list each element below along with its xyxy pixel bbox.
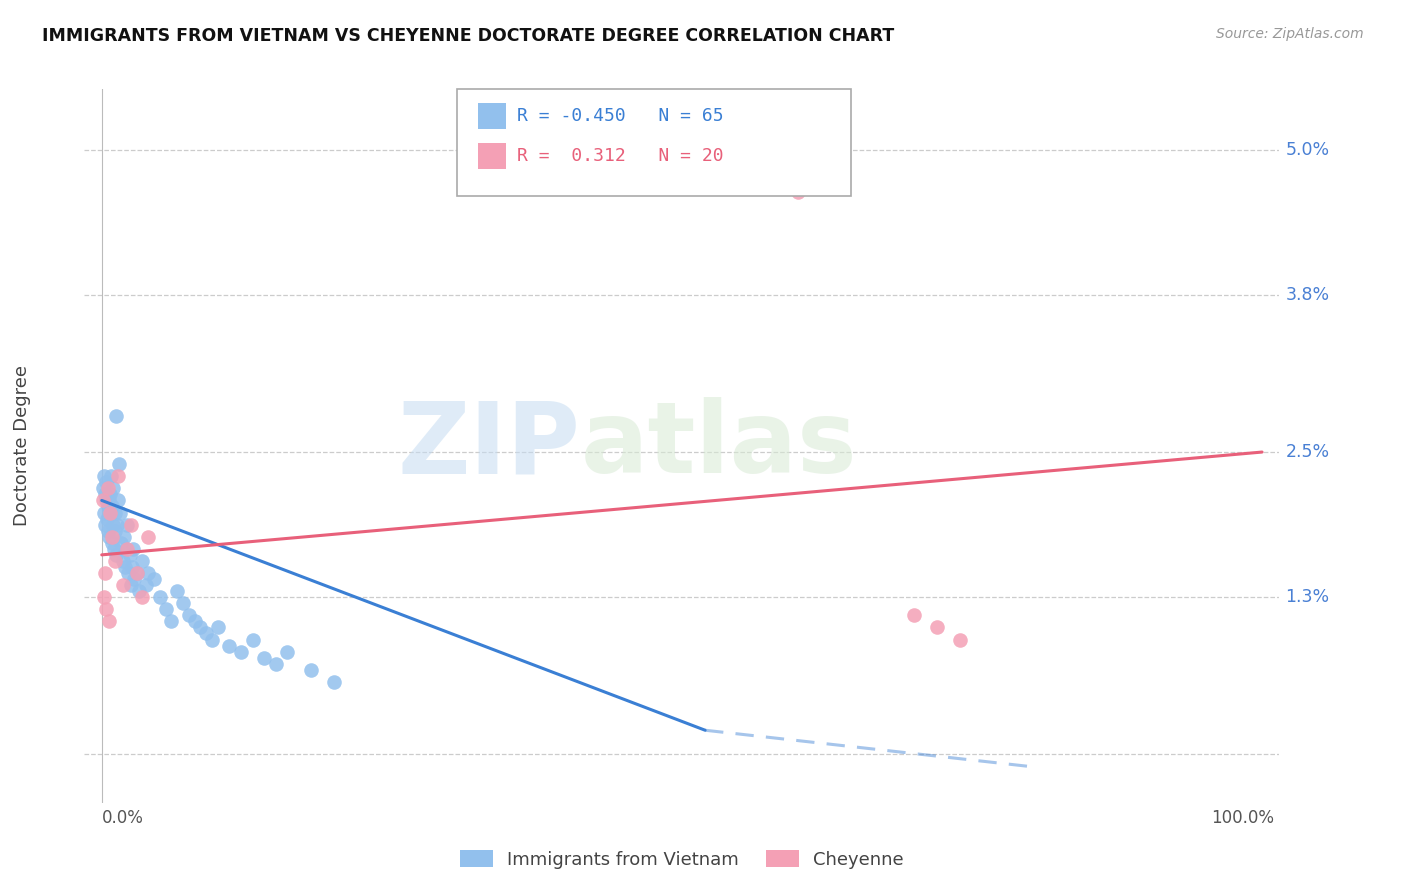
Point <box>96 511 118 525</box>
Point <box>110 535 132 549</box>
Point <box>108 457 131 471</box>
Point <box>96 602 118 616</box>
Point <box>103 524 125 538</box>
Point <box>97 481 120 495</box>
Point <box>97 615 120 629</box>
Point <box>190 620 212 634</box>
Point <box>120 517 142 532</box>
Point <box>125 566 148 580</box>
Point <box>94 517 117 532</box>
Point <box>100 487 122 501</box>
Point <box>101 517 124 532</box>
Point <box>149 590 172 604</box>
Point <box>93 487 115 501</box>
Text: IMMIGRANTS FROM VIETNAM VS CHEYENNE DOCTORATE DEGREE CORRELATION CHART: IMMIGRANTS FROM VIETNAM VS CHEYENNE DOCT… <box>42 27 894 45</box>
Text: R =  0.312   N = 20: R = 0.312 N = 20 <box>517 147 724 165</box>
Point <box>136 566 159 580</box>
Point <box>177 608 200 623</box>
Point <box>104 506 127 520</box>
Point <box>155 602 177 616</box>
Point <box>100 535 122 549</box>
Point <box>276 645 298 659</box>
Point <box>91 481 114 495</box>
Point <box>101 500 124 514</box>
Point <box>242 632 264 647</box>
Point <box>93 506 115 520</box>
Point <box>101 530 124 544</box>
Point <box>117 517 139 532</box>
Point <box>115 541 138 556</box>
Point <box>183 615 205 629</box>
Point <box>128 584 150 599</box>
Point <box>160 615 183 629</box>
Point <box>103 554 125 568</box>
Point <box>94 566 117 580</box>
Point <box>903 608 925 623</box>
Point <box>93 590 115 604</box>
Point <box>107 469 129 483</box>
Point <box>103 541 125 556</box>
Point <box>98 506 121 520</box>
Point <box>131 590 153 604</box>
Point <box>100 469 122 483</box>
Point <box>131 554 153 568</box>
Text: Source: ZipAtlas.com: Source: ZipAtlas.com <box>1216 27 1364 41</box>
Point <box>787 185 810 199</box>
Point <box>98 530 121 544</box>
Point <box>121 560 143 574</box>
Text: 100.0%: 100.0% <box>1211 809 1274 827</box>
Point <box>103 481 125 495</box>
Point <box>94 493 117 508</box>
Point <box>195 626 218 640</box>
Point <box>97 493 120 508</box>
Text: ZIP: ZIP <box>398 398 581 494</box>
Point <box>97 524 120 538</box>
Point <box>91 493 114 508</box>
Text: atlas: atlas <box>581 398 856 494</box>
Text: 1.3%: 1.3% <box>1285 588 1330 607</box>
Text: 3.8%: 3.8% <box>1285 285 1330 304</box>
Point <box>107 493 129 508</box>
Text: R = -0.450   N = 65: R = -0.450 N = 65 <box>517 107 724 125</box>
Point <box>949 632 972 647</box>
Point <box>253 650 276 665</box>
Point <box>98 506 121 520</box>
Point <box>322 674 344 689</box>
Point <box>114 560 136 574</box>
Point <box>117 566 139 580</box>
Point <box>111 554 134 568</box>
Point <box>207 620 229 634</box>
Point <box>218 639 240 653</box>
Point <box>93 469 115 483</box>
Point <box>117 541 139 556</box>
Legend: Immigrants from Vietnam, Cheyenne: Immigrants from Vietnam, Cheyenne <box>453 843 911 876</box>
Point <box>927 620 949 634</box>
Point <box>122 572 145 586</box>
Point <box>172 596 194 610</box>
Point <box>122 541 145 556</box>
Point <box>97 500 120 514</box>
Point <box>201 632 224 647</box>
Point <box>143 572 166 586</box>
Point <box>112 530 135 544</box>
Point <box>135 578 157 592</box>
Point <box>166 584 188 599</box>
Point <box>104 409 127 423</box>
Point <box>96 475 118 490</box>
Point <box>229 645 252 659</box>
Point <box>136 530 159 544</box>
Point <box>111 578 134 592</box>
Text: 0.0%: 0.0% <box>101 809 143 827</box>
Point <box>299 663 322 677</box>
Point <box>120 578 142 592</box>
Text: 5.0%: 5.0% <box>1285 141 1330 159</box>
Point <box>125 566 148 580</box>
Point <box>105 548 128 562</box>
Point <box>264 657 287 671</box>
Text: 2.5%: 2.5% <box>1285 443 1330 461</box>
Point <box>110 506 132 520</box>
Point <box>118 548 141 562</box>
Text: Doctorate Degree: Doctorate Degree <box>13 366 31 526</box>
Point <box>105 517 128 532</box>
